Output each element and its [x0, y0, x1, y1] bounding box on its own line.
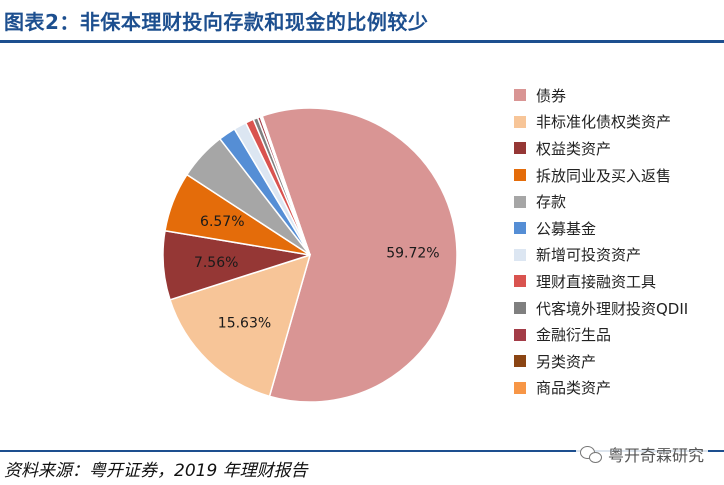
legend-swatch: [514, 142, 526, 155]
legend-swatch: [514, 89, 526, 102]
pie-slice-11: [260, 115, 311, 256]
pie-chart: 59.72% 15.63% 7.56% 6.57%: [162, 107, 458, 403]
data-label-1: 15.63%: [218, 316, 271, 332]
data-label-0: 59.72%: [386, 245, 439, 261]
legend-label: 公募基金: [536, 219, 597, 238]
legend-item-7: 理财直接融资工具: [514, 268, 688, 295]
wechat-icon: [579, 445, 602, 463]
legend-item-8: 代客境外理财投资QDII: [514, 295, 688, 322]
legend-label: 理财直接融资工具: [536, 272, 657, 291]
legend-label: 新增可投资资产: [536, 246, 642, 265]
legend-swatch: [514, 275, 526, 288]
legend-swatch: [514, 355, 526, 368]
chart-title: 图表2：非保本理财投向存款和现金的比例较少: [4, 10, 429, 34]
legend-label: 拆放同业及买入返售: [536, 166, 672, 185]
legend-item-0: 债券: [514, 82, 688, 109]
watermark: 粤开奇霖研究: [575, 440, 708, 468]
pie-slices: [162, 107, 458, 403]
legend-swatch: [514, 381, 526, 394]
legend-item-10: 另类资产: [514, 348, 688, 375]
legend-item-11: 商品类资产: [514, 375, 688, 402]
legend-label: 存款: [536, 193, 567, 212]
legend-item-2: 权益类资产: [514, 135, 688, 162]
footer-divider: [0, 450, 724, 452]
legend-swatch: [514, 115, 526, 128]
legend-item-1: 非标准化债权类资产: [514, 109, 688, 136]
title-divider: [0, 40, 724, 43]
legend-item-3: 拆放同业及买入返售: [514, 162, 688, 189]
pie-slice-1: [169, 253, 312, 398]
legend-item-4: 存款: [514, 188, 688, 215]
chart-legend: 债券非标准化债权类资产 权益类资产拆放同业及买入返售 存款公募基金新增可投资资产 理财…: [514, 82, 688, 401]
watermark-text: 粤开奇霖研究: [607, 446, 704, 465]
legend-swatch: [514, 328, 526, 341]
legend-label: 代客境外理财投资QDII: [536, 299, 689, 318]
legend-item-6: 新增可投资资产: [514, 242, 688, 269]
legend-label: 债券: [536, 86, 567, 105]
legend-label: 金融衍生品: [536, 326, 612, 345]
source-note: 资料来源：粤开证券，2019 年理财报告: [4, 461, 308, 481]
legend-swatch: [514, 302, 526, 315]
legend-swatch: [514, 222, 526, 235]
legend-swatch: [514, 169, 526, 182]
pie-slice-0: [261, 107, 458, 403]
legend-swatch: [514, 195, 526, 208]
pie-data-labels: 59.72% 15.63% 7.56% 6.57%: [194, 214, 440, 332]
legend-item-9: 金融衍生品: [514, 321, 688, 348]
data-label-3: 6.57%: [200, 214, 244, 230]
legend-label: 非标准化债权类资产: [536, 113, 672, 132]
data-label-2: 7.56%: [194, 255, 238, 271]
legend-item-5: 公募基金: [514, 215, 688, 242]
legend-label: 商品类资产: [536, 379, 612, 398]
legend-label: 权益类资产: [536, 139, 612, 158]
legend-swatch: [514, 248, 526, 261]
legend-label: 另类资产: [536, 352, 597, 371]
